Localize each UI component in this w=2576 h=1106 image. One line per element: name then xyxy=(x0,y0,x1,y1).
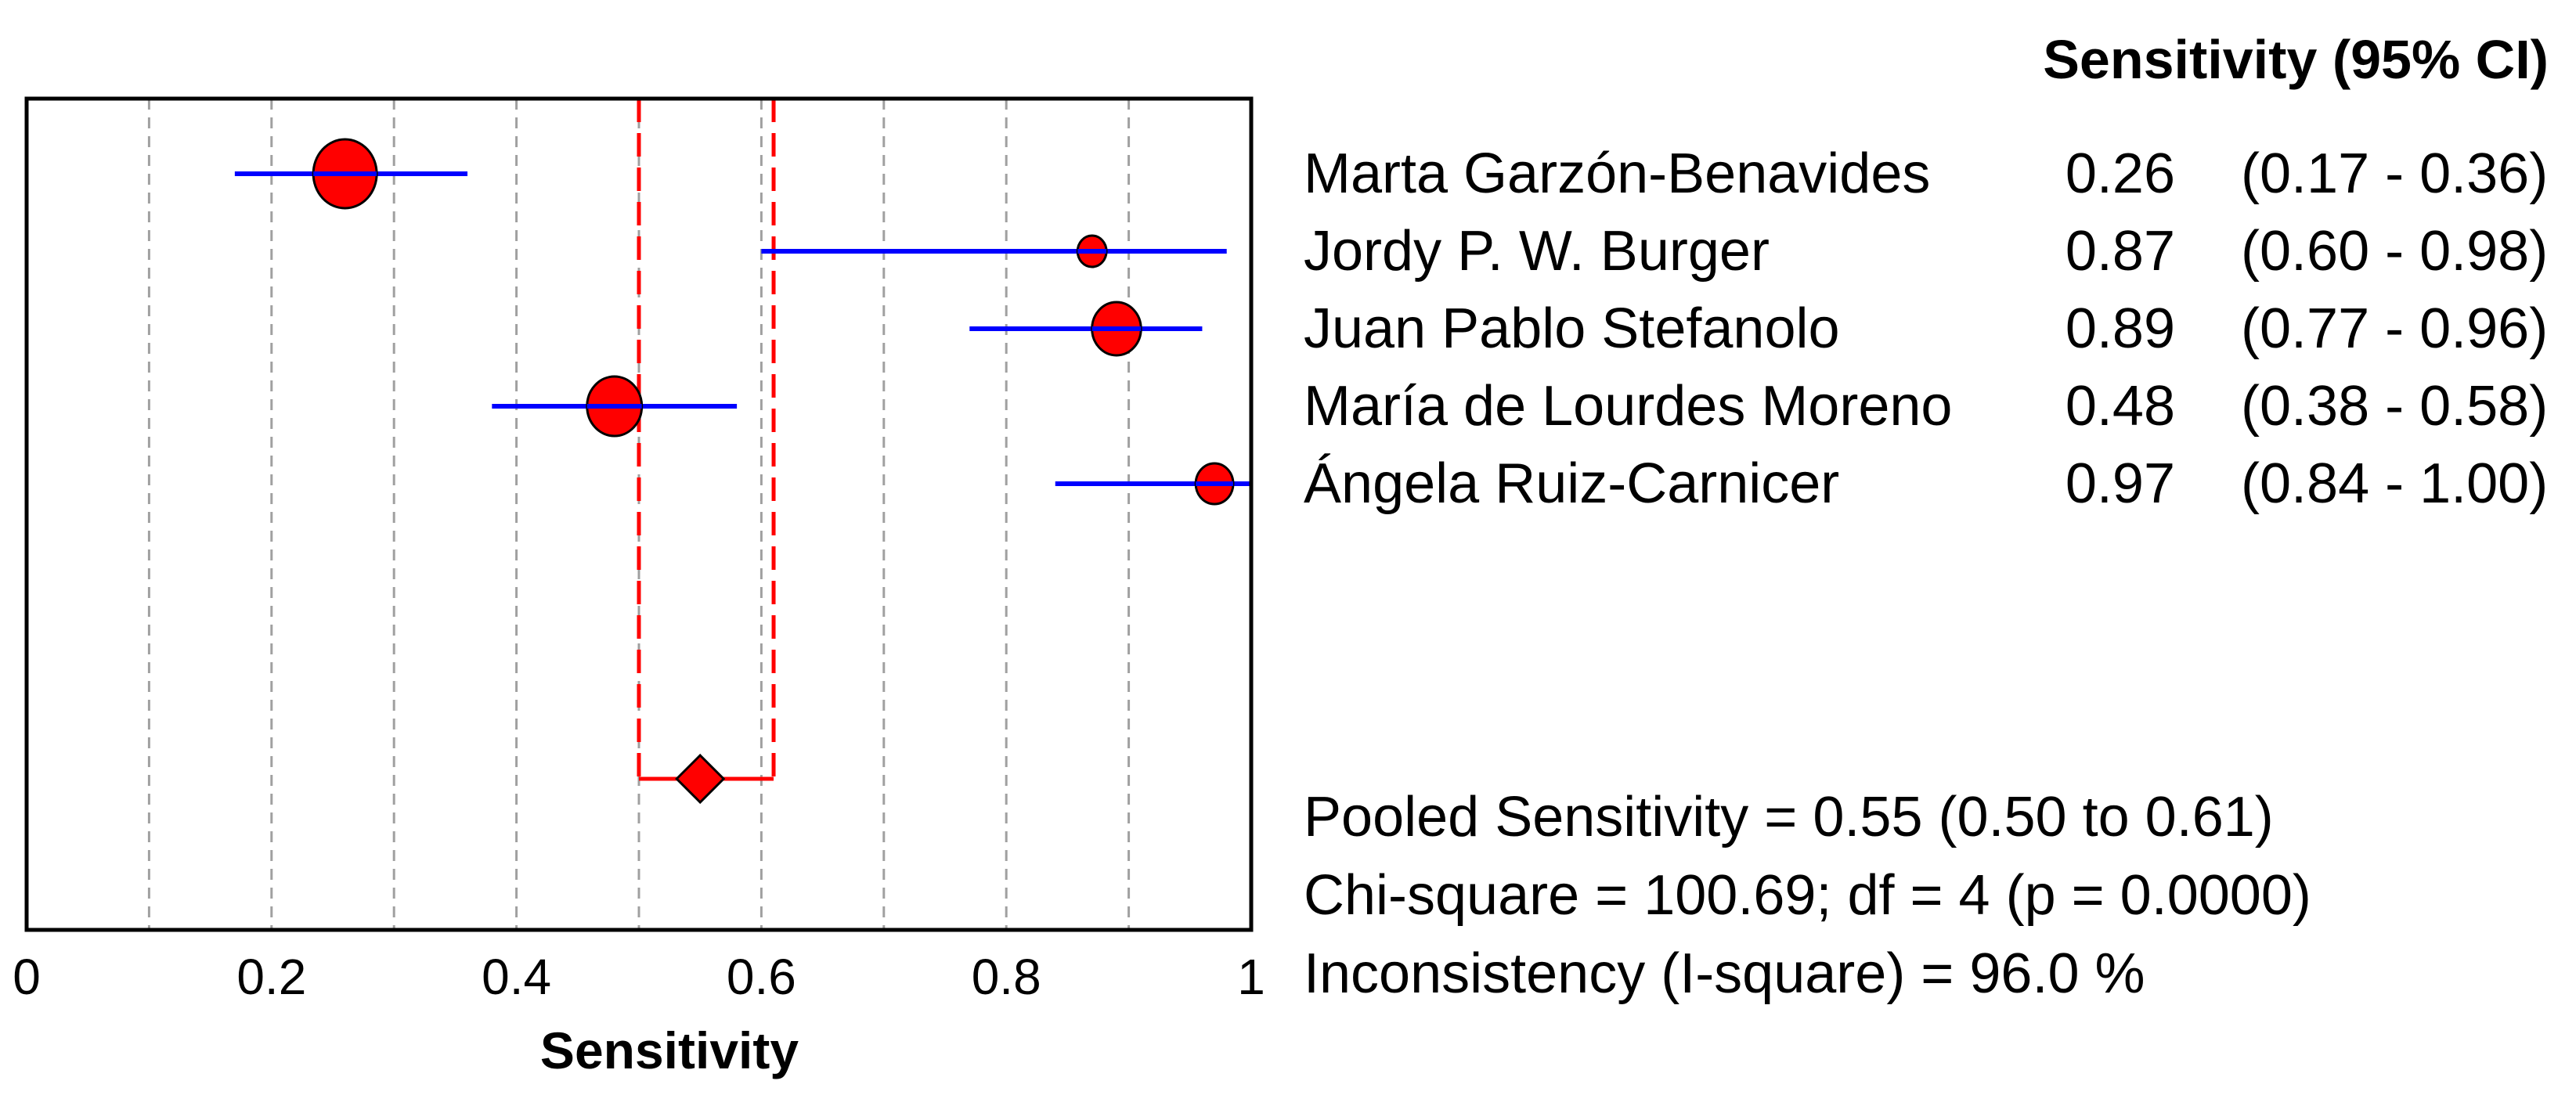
study-name: Ángela Ruiz-Carnicer xyxy=(1304,452,1839,515)
study-estimate-label: 0.26 xyxy=(2065,142,2175,205)
study-ci-label: (0.77 - 0.96) xyxy=(2241,297,2548,360)
x-tick-label: 1 xyxy=(1237,949,1265,1005)
study-estimate-label: 0.87 xyxy=(2065,220,2175,283)
stats-line: Chi-square = 100.69; df = 4 (p = 0.0000) xyxy=(1304,864,2311,927)
study-ci-label: (0.17 - 0.36) xyxy=(2241,142,2548,205)
stats-line: Pooled Sensitivity = 0.55 (0.50 to 0.61) xyxy=(1304,786,2274,848)
study-estimate-label: 0.89 xyxy=(2065,297,2175,360)
study-ci-label: (0.60 - 0.98) xyxy=(2241,220,2548,283)
x-tick-label: 0.8 xyxy=(972,949,1041,1005)
study-estimate-label: 0.48 xyxy=(2065,375,2175,438)
study-estimate-label: 0.97 xyxy=(2065,452,2175,515)
study-labels: Marta Garzón-Benavides 0.26 (0.17 - 0.36) J… xyxy=(1304,142,2548,515)
x-tick-label: 0 xyxy=(13,949,41,1005)
x-tick-label: 0.4 xyxy=(482,949,551,1005)
plot-frame xyxy=(24,96,1254,932)
x-axis-title: Sensitivity xyxy=(540,1021,799,1079)
pooled-estimate-diamond xyxy=(675,753,726,805)
study-name: Juan Pablo Stefanolo xyxy=(1304,297,1840,360)
stats-line: Inconsistency (I-square) = 96.0 % xyxy=(1304,942,2145,1005)
study-ci-label: (0.38 - 0.58) xyxy=(2241,375,2548,438)
pooled-ci-bracket xyxy=(637,99,776,805)
study-name: María de Lourdes Moreno xyxy=(1304,375,1952,438)
study-name: Jordy P. W. Burger xyxy=(1304,220,1770,283)
ci-column-header: Sensitivity (95% CI) xyxy=(2043,29,2549,90)
x-axis-ticks: 0 0.2 0.4 0.6 0.8 1 xyxy=(13,949,1265,1005)
study-name: Marta Garzón-Benavides xyxy=(1304,142,1930,205)
study-markers xyxy=(234,138,1251,506)
study-ci-label: (0.84 - 1.00) xyxy=(2241,452,2548,515)
x-tick-label: 0.6 xyxy=(727,949,796,1005)
heterogeneity-stats: Pooled Sensitivity = 0.55 (0.50 to 0.61)… xyxy=(1304,786,2311,1005)
x-tick-label: 0.2 xyxy=(236,949,306,1005)
